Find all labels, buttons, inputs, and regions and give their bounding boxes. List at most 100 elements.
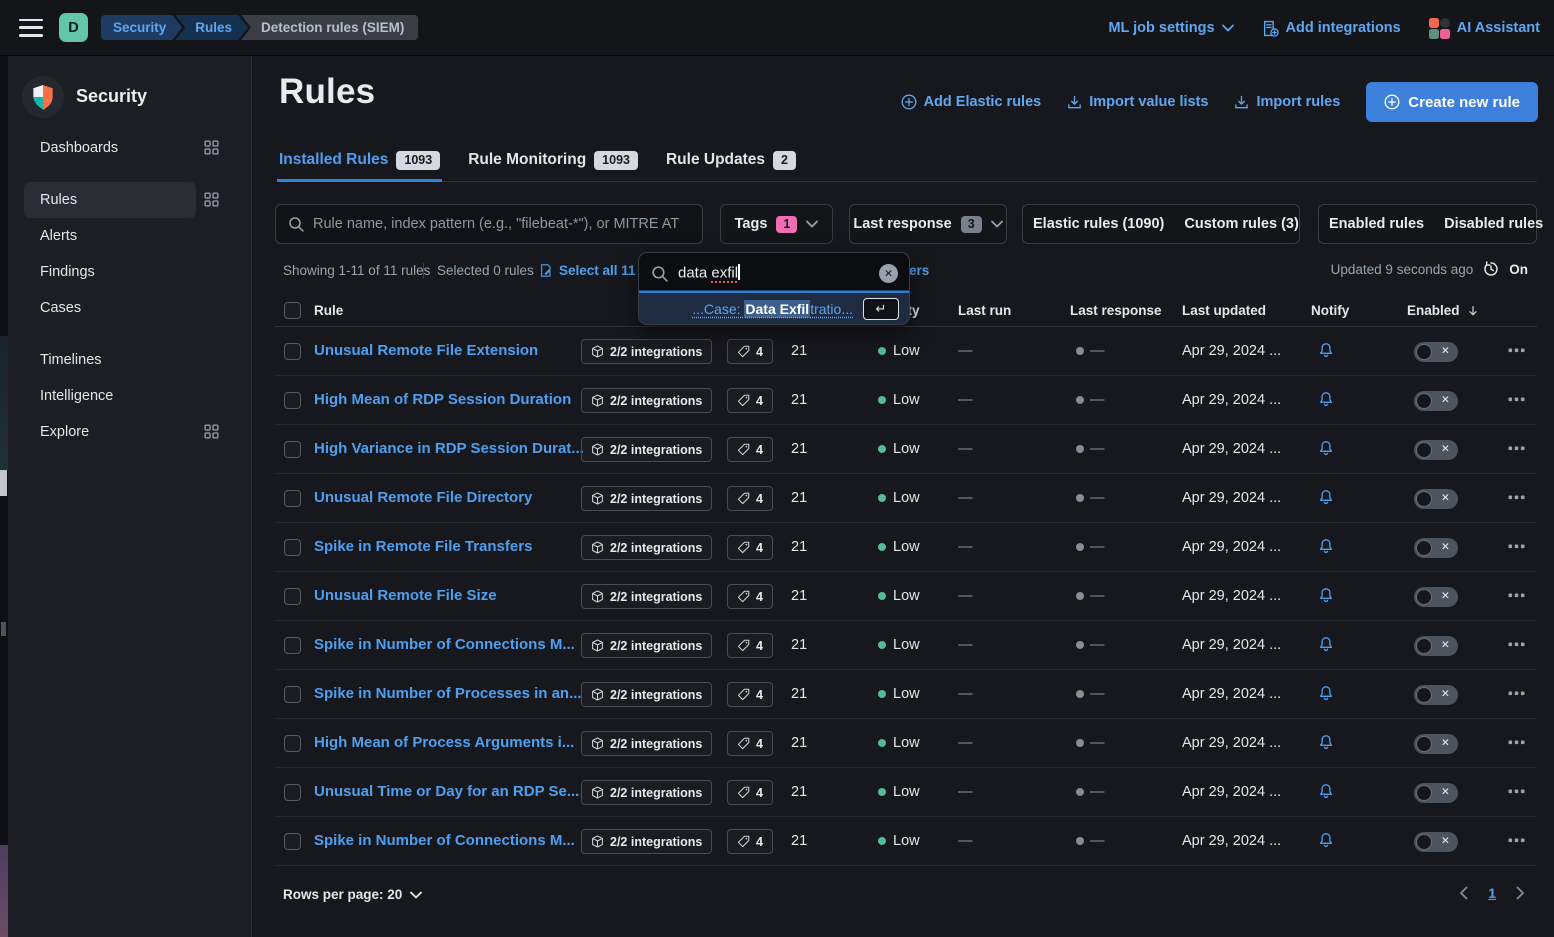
enabled-rules-filter-button[interactable]: Enabled rules — [1329, 216, 1425, 232]
sidebar-item-timelines[interactable]: Timelines — [40, 352, 102, 368]
tags-badge[interactable]: 4 — [727, 731, 773, 756]
enabled-toggle[interactable]: ✕ — [1414, 783, 1458, 803]
rule-name-link[interactable]: Unusual Remote File Extension — [314, 342, 539, 359]
tags-badge[interactable]: 4 — [727, 682, 773, 707]
notification-bell-icon[interactable] — [1318, 636, 1334, 653]
apps-grid-icon[interactable] — [204, 140, 219, 155]
enabled-toggle[interactable]: ✕ — [1414, 538, 1458, 558]
row-checkbox[interactable] — [284, 833, 301, 850]
page-number-1[interactable]: 1 — [1488, 885, 1496, 901]
integrations-badge[interactable]: 2/2 integrations — [581, 339, 713, 364]
row-actions-button[interactable] — [1508, 397, 1525, 402]
apps-grid-icon[interactable] — [204, 192, 219, 207]
integrations-badge[interactable]: 2/2 integrations — [581, 486, 713, 511]
create-new-rule-button[interactable]: Create new rule — [1366, 82, 1538, 122]
custom-rules-filter-button[interactable]: Custom rules (3) — [1184, 216, 1299, 232]
rule-name-link[interactable]: High Variance in RDP Session Durat... — [314, 440, 584, 457]
enabled-toggle[interactable]: ✕ — [1414, 636, 1458, 656]
last-response-filter-button[interactable]: Last response 3 — [849, 204, 1007, 244]
tags-badge[interactable]: 4 — [727, 535, 773, 560]
notification-bell-icon[interactable] — [1318, 489, 1334, 506]
row-checkbox[interactable] — [284, 539, 301, 556]
sidebar-item-cases[interactable]: Cases — [40, 300, 82, 316]
notification-bell-icon[interactable] — [1318, 391, 1334, 408]
rule-name-link[interactable]: Spike in Number of Processes in an... — [314, 685, 582, 702]
notification-bell-icon[interactable] — [1318, 685, 1334, 702]
rule-search-input[interactable] — [313, 216, 690, 232]
row-actions-button[interactable] — [1508, 691, 1525, 696]
breadcrumb-security[interactable]: Security — [101, 15, 182, 40]
add-integrations-button[interactable]: Add integrations — [1262, 20, 1401, 37]
row-checkbox[interactable] — [284, 637, 301, 654]
integrations-badge[interactable]: 2/2 integrations — [581, 731, 713, 756]
rule-name-link[interactable]: High Mean of Process Arguments i... — [314, 734, 575, 751]
row-checkbox[interactable] — [284, 686, 301, 703]
integrations-badge[interactable]: 2/2 integrations — [581, 780, 713, 805]
find-search-field[interactable]: data exfil ✕ — [638, 252, 910, 293]
tags-badge[interactable]: 4 — [727, 633, 773, 658]
breadcrumb-rules[interactable]: Rules — [175, 15, 248, 40]
enabled-toggle[interactable]: ✕ — [1414, 489, 1458, 509]
ml-job-settings-button[interactable]: ML job settings — [1108, 20, 1234, 36]
import-rules-button[interactable]: Import rules — [1234, 94, 1340, 110]
apps-grid-icon[interactable] — [204, 424, 219, 439]
notification-bell-icon[interactable] — [1318, 587, 1334, 604]
rule-name-link[interactable]: Spike in Remote File Transfers — [314, 538, 533, 555]
tags-badge[interactable]: 4 — [727, 584, 773, 609]
column-header-enabled[interactable]: Enabled — [1407, 303, 1480, 318]
tags-badge[interactable]: 4 — [727, 339, 773, 364]
rule-name-link[interactable]: Unusual Time or Day for an RDP Se... — [314, 783, 580, 800]
row-checkbox[interactable] — [284, 490, 301, 507]
menu-hamburger-icon[interactable] — [19, 18, 43, 37]
enabled-toggle[interactable]: ✕ — [1414, 685, 1458, 705]
rows-per-page-button[interactable]: Rows per page: 20 — [283, 887, 423, 902]
enabled-toggle[interactable]: ✕ — [1414, 832, 1458, 852]
sidebar-item-explore[interactable]: Explore — [24, 414, 219, 450]
tags-badge[interactable]: 4 — [727, 780, 773, 805]
notification-bell-icon[interactable] — [1318, 342, 1334, 359]
select-all-checkbox[interactable] — [284, 302, 301, 319]
enabled-toggle[interactable]: ✕ — [1414, 391, 1458, 411]
row-checkbox[interactable] — [284, 784, 301, 801]
row-actions-button[interactable] — [1508, 544, 1525, 549]
row-checkbox[interactable] — [284, 441, 301, 458]
clear-find-button[interactable]: ✕ — [879, 264, 898, 283]
enabled-toggle[interactable]: ✕ — [1414, 342, 1458, 362]
rule-name-link[interactable]: Spike in Number of Connections M... — [314, 636, 575, 653]
integrations-badge[interactable]: 2/2 integrations — [581, 437, 713, 462]
sidebar-item-dashboards[interactable]: Dashboards — [24, 130, 219, 166]
row-actions-button[interactable] — [1508, 495, 1525, 500]
disabled-rules-filter-button[interactable]: Disabled rules — [1444, 216, 1544, 232]
notification-bell-icon[interactable] — [1318, 440, 1334, 457]
enabled-toggle[interactable]: ✕ — [1414, 734, 1458, 754]
tab-installed-rules[interactable]: Installed Rules 1093 — [276, 145, 443, 182]
integrations-badge[interactable]: 2/2 integrations — [581, 535, 713, 560]
sidebar-item-alerts[interactable]: Alerts — [40, 228, 78, 244]
notification-bell-icon[interactable] — [1318, 538, 1334, 555]
notification-bell-icon[interactable] — [1318, 734, 1334, 751]
add-elastic-rules-button[interactable]: Add Elastic rules — [901, 94, 1041, 110]
tags-badge[interactable]: 4 — [727, 388, 773, 413]
integrations-badge[interactable]: 2/2 integrations — [581, 584, 713, 609]
elastic-rules-filter-button[interactable]: Elastic rules (1090) — [1033, 216, 1165, 232]
rule-name-link[interactable]: Spike in Number of Connections M... — [314, 832, 575, 849]
row-actions-button[interactable] — [1508, 740, 1525, 745]
enabled-toggle[interactable]: ✕ — [1414, 587, 1458, 607]
ai-assistant-button[interactable]: AI Assistant — [1428, 17, 1540, 39]
notification-bell-icon[interactable] — [1318, 783, 1334, 800]
rule-name-link[interactable]: Unusual Remote File Directory — [314, 489, 533, 506]
tags-badge[interactable]: 4 — [727, 486, 773, 511]
integrations-badge[interactable]: 2/2 integrations — [581, 388, 713, 413]
tags-filter-button[interactable]: Tags 1 — [720, 204, 833, 244]
enabled-toggle[interactable]: ✕ — [1414, 440, 1458, 460]
import-value-lists-button[interactable]: Import value lists — [1067, 94, 1208, 110]
integrations-badge[interactable]: 2/2 integrations — [581, 829, 713, 854]
row-actions-button[interactable] — [1508, 446, 1525, 451]
tags-badge[interactable]: 4 — [727, 437, 773, 462]
integrations-badge[interactable]: 2/2 integrations — [581, 633, 713, 658]
row-actions-button[interactable] — [1508, 642, 1525, 647]
rule-name-link[interactable]: Unusual Remote File Size — [314, 587, 497, 604]
tab-rule-updates[interactable]: Rule Updates 2 — [666, 145, 796, 181]
next-page-button[interactable] — [1516, 886, 1525, 900]
integrations-badge[interactable]: 2/2 integrations — [581, 682, 713, 707]
